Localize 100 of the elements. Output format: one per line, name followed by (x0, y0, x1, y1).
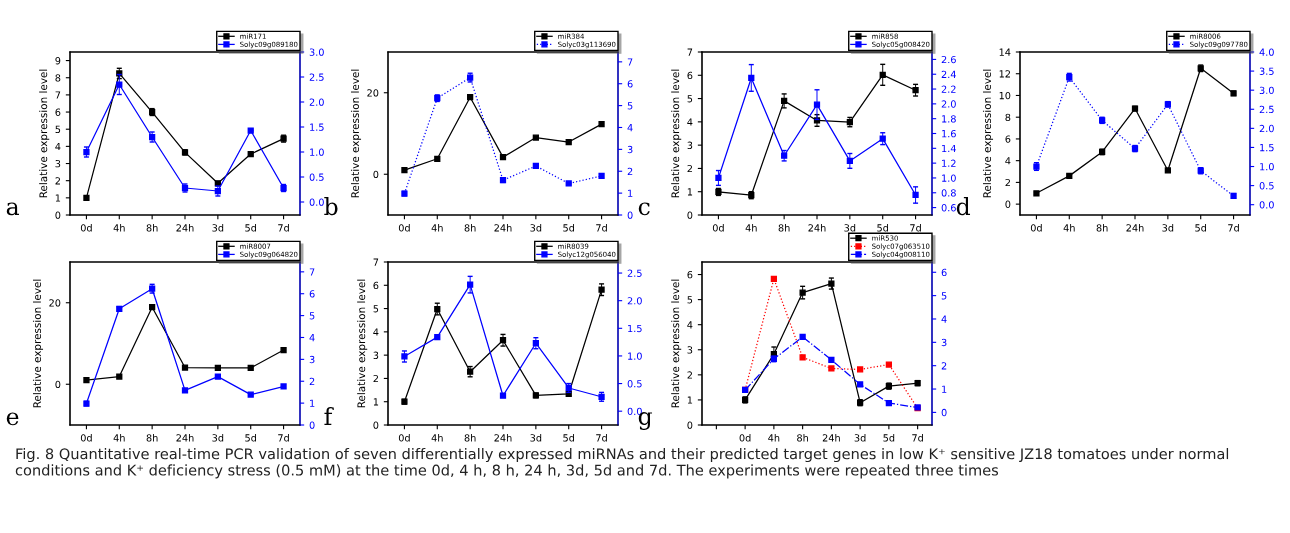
text: f (324, 407, 334, 425)
point (116, 81, 123, 88)
y2-tick-label: 1.6 (942, 129, 956, 138)
y2-tick-label: 2 (627, 167, 633, 175)
y2-tick-label: 0.0 (1259, 201, 1274, 209)
y-tick-label: 20 (49, 299, 61, 307)
point (467, 281, 474, 288)
y-tick-label: 0 (55, 380, 61, 389)
y2-tick-label: 2.5 (627, 269, 642, 277)
y2-tick-label: 2.0 (941, 100, 956, 108)
x-tick-label: 0d (80, 224, 92, 232)
y-tick-label: 4 (687, 118, 693, 126)
point (499, 154, 507, 161)
y2-tick-label: 5 (941, 292, 947, 300)
point (846, 157, 853, 165)
y-tick-label: 3 (55, 160, 61, 168)
y2-tick-label: 7 (309, 268, 315, 276)
point (912, 87, 919, 94)
y-tick-label: 7 (687, 48, 693, 56)
x-tick-label: 8h (778, 224, 790, 232)
point (467, 94, 474, 101)
y2-tick-label: 3.5 (1259, 67, 1274, 75)
y-tick-label: 10 (999, 91, 1011, 100)
y2-tick-label: 2.0 (309, 98, 324, 106)
y-tick-label: 5 (373, 305, 379, 313)
y-axis-title: Relative expression level (671, 69, 682, 198)
x-tick-label: 5d (563, 434, 575, 442)
x-tick-label: 8h (146, 224, 158, 232)
y2-tick-label: 1.5 (1260, 144, 1274, 152)
x-tick-label: 5d (877, 224, 889, 232)
x-tick-label: 24h (176, 434, 194, 442)
y2-tick-label: 1.5 (628, 324, 642, 333)
y-tick-label: 6 (687, 271, 693, 279)
x-tick-label: 3d (854, 434, 866, 442)
y2-tick-label: 4.0 (1259, 48, 1274, 56)
caption: Fig. 8 Quantitative real-time PCR validation of seven differentially expressed miRNAs and their predicted target genes in low K⁺ sensitive JZ18 tomatoes under normal conditions and K⁺ deficiency stress (0.5 mM) at the time 0d, 4 h, 8 h, 24 h, 3d, 5d and 7d. The experiments were repeated three times (15, 448, 1229, 479)
y2-tick-label: 1.2 (942, 159, 956, 167)
point (856, 366, 864, 373)
point (715, 174, 722, 182)
y2-tick-label: 1.8 (942, 115, 956, 123)
y-tick-label: 0 (373, 170, 379, 179)
point (83, 377, 90, 384)
y-tick-label: 0 (1005, 200, 1011, 208)
x-tick-label: 0d (398, 224, 410, 232)
point (280, 346, 287, 354)
y-tick-label: 3 (373, 351, 379, 359)
y-axis-title: Relative expression level (350, 69, 362, 198)
y2-tick-label: 3 (627, 145, 633, 154)
y2-tick-label: 1.0 (942, 174, 956, 182)
y-axis-title: Relative expression level (357, 279, 368, 408)
y-tick-label: 6 (687, 71, 693, 80)
point (532, 134, 539, 141)
x-tick-label: 7d (1228, 224, 1239, 232)
y-tick-label: 6 (1005, 135, 1011, 143)
point (885, 361, 893, 368)
point (434, 155, 441, 162)
y2-tick-label: 6 (941, 268, 947, 277)
y2-tick-label: 0.5 (627, 380, 642, 388)
x-tick-label: 3d (1162, 224, 1174, 232)
x-tick-label: 7d (910, 224, 921, 232)
y-tick-label: 7 (55, 91, 61, 99)
x-tick-label: 7d (278, 434, 289, 442)
x-tick-label: 4h (431, 224, 443, 232)
text: a (6, 202, 20, 216)
y-tick-label: 5 (687, 296, 693, 304)
point (149, 304, 156, 311)
y-axis-title: Relative expression level (39, 69, 50, 198)
y2-tick-label: 0 (941, 408, 947, 417)
y2-tick-label: 1 (310, 399, 315, 407)
text: c (638, 202, 650, 216)
y2-tick-label: 5 (627, 102, 633, 110)
y-tick-label: 0 (687, 211, 693, 219)
point (401, 167, 408, 174)
x-tick-label: 5d (245, 224, 257, 232)
y2-tick-label: 4 (941, 315, 947, 323)
y2-tick-label: 3.0 (1259, 86, 1274, 95)
y-tick-label: 7 (373, 258, 379, 266)
x-tick-label: 24h (176, 224, 194, 232)
point (565, 138, 572, 146)
x-tick-label: 24h (1126, 224, 1144, 232)
y2-tick-label: 2.4 (941, 70, 956, 78)
y-tick-label: 2 (687, 371, 692, 379)
y2-tick-label: 0.5 (1259, 182, 1274, 190)
x-tick-label: 4h (768, 434, 780, 442)
x-tick-label: 3d (212, 224, 224, 232)
point (912, 191, 919, 199)
x-tick-label: 8h (464, 224, 476, 232)
y2-tick-label: 1.0 (1260, 163, 1274, 171)
point (748, 74, 755, 82)
point (214, 364, 221, 372)
y-tick-label: 3 (687, 346, 693, 354)
x-tick-label: 4h (113, 224, 125, 232)
y-tick-label: 2 (373, 374, 378, 383)
y-tick-label: 6 (373, 281, 379, 290)
x-tick-label: 0d (1030, 224, 1042, 232)
point (770, 275, 778, 282)
y-axis-title: Relative expression level (32, 279, 44, 408)
x-tick-label: 7d (278, 224, 289, 232)
point (879, 71, 886, 78)
y2-tick-label: 4 (309, 334, 315, 342)
